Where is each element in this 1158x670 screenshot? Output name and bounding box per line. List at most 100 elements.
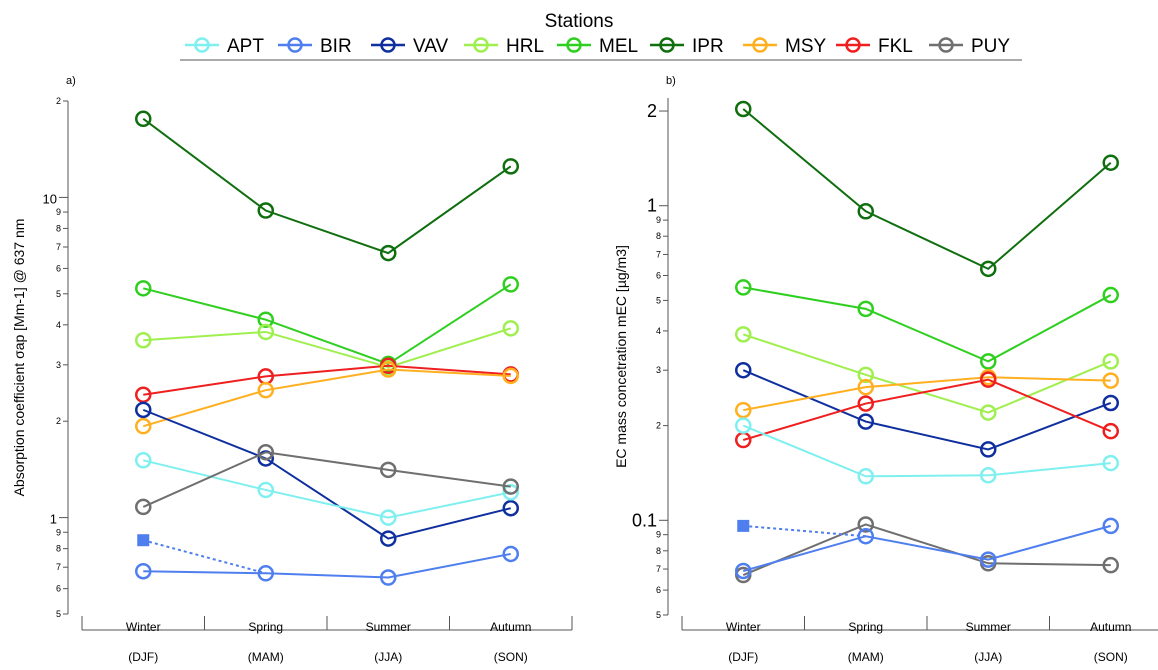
y-tick-label: 7 — [656, 564, 661, 574]
legend-entry-vav: VAV — [371, 36, 449, 57]
series-msy — [135, 361, 519, 435]
y-tick-label: 7 — [56, 562, 61, 572]
data-point — [380, 530, 397, 547]
data-point — [735, 562, 752, 580]
x-tick-sublabel: (JJA) — [374, 650, 402, 664]
data-point — [980, 404, 997, 421]
series-line — [142, 117, 512, 255]
data-point — [1102, 372, 1119, 389]
y-tick-label: 10 — [43, 191, 57, 206]
y-tick-label: 9 — [56, 207, 61, 217]
data-point — [1102, 286, 1119, 304]
x-tick-sublabel: (DJF) — [128, 650, 158, 664]
y-tick-label: 6 — [56, 584, 61, 594]
y-tick-label: 8 — [656, 231, 661, 241]
data-point — [257, 311, 274, 328]
y-tick-label: 8 — [656, 546, 661, 556]
data-point — [857, 516, 874, 533]
data-point — [135, 401, 152, 419]
data-point — [257, 202, 274, 219]
data-point — [502, 499, 519, 517]
series-line — [143, 364, 511, 396]
data-point — [257, 323, 274, 341]
data-point — [257, 481, 274, 499]
series-line — [742, 523, 1111, 576]
data-point — [257, 381, 274, 399]
y-tick-label: 2 — [647, 101, 657, 121]
data-point — [502, 484, 519, 501]
x-tick-label: Winter — [726, 620, 761, 634]
data-point — [980, 260, 997, 278]
data-point — [735, 361, 752, 379]
data-point — [502, 158, 519, 175]
data-point — [380, 461, 397, 479]
series-line — [142, 408, 511, 540]
series-ipr — [135, 110, 519, 262]
data-point — [135, 562, 152, 580]
data-point — [857, 300, 874, 318]
x-tick-label: Winter — [126, 620, 161, 634]
series-line — [143, 459, 511, 519]
data-point — [502, 478, 519, 495]
data-point — [1102, 556, 1119, 574]
data-point — [502, 545, 519, 563]
legend-label: APT — [227, 36, 264, 57]
data-point — [980, 353, 997, 370]
data-point — [735, 100, 752, 118]
data-point — [1102, 454, 1119, 472]
extra-marker-bir — [137, 534, 267, 575]
y-tick-label: 8 — [56, 223, 61, 233]
series-puy — [735, 516, 1119, 584]
data-point — [1102, 422, 1119, 440]
data-point — [980, 371, 997, 388]
series-vav — [735, 361, 1119, 458]
data-point — [257, 443, 274, 461]
legend-entry-msy: MSY — [743, 36, 827, 57]
data-point — [135, 498, 152, 516]
legend-marker — [473, 37, 489, 53]
data-point — [135, 110, 152, 128]
legend-entry-mel: MEL — [557, 36, 638, 57]
x-tick-sublabel: (SON) — [494, 650, 528, 664]
data-point — [857, 366, 874, 384]
y-tick-label: 2 — [656, 421, 661, 431]
series-line — [742, 333, 1112, 414]
data-point — [257, 368, 274, 385]
legend-marker — [194, 37, 210, 53]
series-mel — [135, 276, 519, 373]
y-axis-label: Absorption coefficient σap [Mm-1] @ 637 … — [11, 219, 27, 497]
y-tick-label: 9 — [656, 530, 661, 540]
series-hrl — [735, 326, 1119, 421]
x-tick-sublabel: (DJF) — [728, 650, 758, 664]
y-tick-label: 5 — [656, 295, 661, 305]
y-tick-label: 6 — [56, 263, 61, 273]
series-line — [143, 283, 512, 366]
panel-label: a) — [66, 75, 76, 87]
legend-entry-bir: BIR — [278, 36, 352, 57]
series-ipr — [735, 100, 1119, 278]
dashed-connector — [743, 524, 866, 538]
series-hrl — [135, 320, 519, 376]
legend-marker — [287, 37, 303, 53]
y-tick-label: 8 — [56, 544, 61, 554]
data-point — [1102, 154, 1119, 171]
square-marker — [737, 519, 750, 532]
series-line — [742, 424, 1111, 478]
data-point — [735, 401, 752, 419]
data-point — [380, 361, 397, 378]
y-tick-label: 5 — [56, 609, 61, 619]
legend-marker — [938, 37, 954, 53]
legend-marker — [845, 37, 861, 53]
data-point — [135, 417, 152, 435]
series-line — [742, 378, 1112, 441]
extra-marker-bir — [737, 519, 866, 538]
y-tick-label: 5 — [656, 610, 661, 620]
legend-marker — [659, 37, 675, 53]
x-tick-label: Summer — [966, 620, 1011, 634]
x-tick-sublabel: (MAM) — [248, 650, 284, 664]
data-point — [135, 280, 152, 297]
data-point — [380, 569, 397, 586]
